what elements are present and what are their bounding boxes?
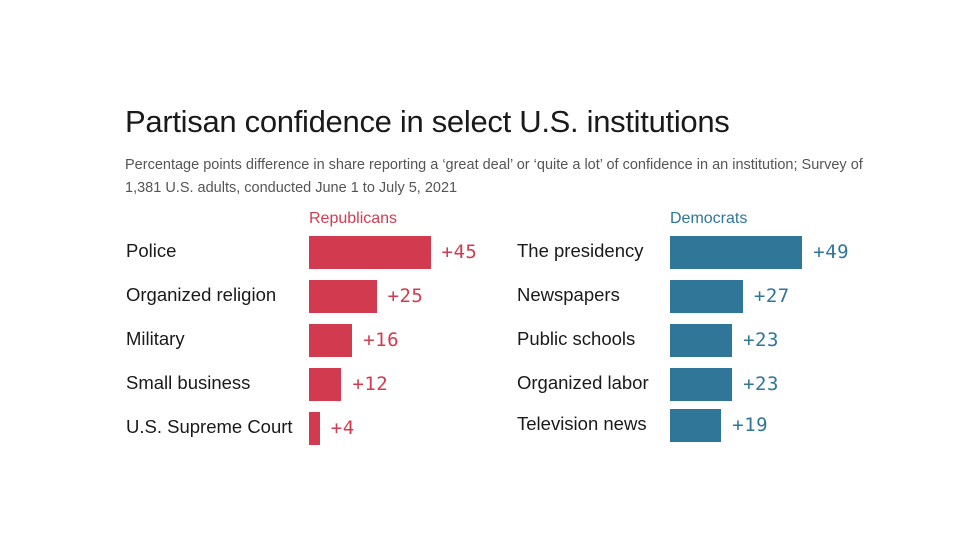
bar-police <box>309 236 431 269</box>
bar-us-supreme-court <box>309 412 320 445</box>
value-label-public-schools: +23 <box>743 329 779 351</box>
bar-newspapers <box>670 280 743 313</box>
category-label-us-supreme-court: U.S. Supreme Court <box>126 416 293 437</box>
category-label-small-business: Small business <box>126 372 251 393</box>
value-label-small-business: +12 <box>352 373 389 395</box>
chart-title: Partisan confidence in select U.S. insti… <box>125 104 730 139</box>
category-label-organized-labor: Organized labor <box>517 372 649 393</box>
bar-organized-religion <box>309 280 377 313</box>
bar-military <box>309 324 353 357</box>
value-label-newspapers: +27 <box>753 285 790 307</box>
value-label-the-presidency: +49 <box>813 241 850 263</box>
category-label-newspapers: Newspapers <box>517 284 620 305</box>
value-label-military: +16 <box>363 329 400 351</box>
category-label-public-schools: Public schools <box>517 328 636 349</box>
bar-the-presidency <box>670 236 803 269</box>
democrats-panel-label: Democrats <box>670 210 748 227</box>
value-label-police: +45 <box>441 241 478 263</box>
value-label-organized-religion: +25 <box>387 285 424 307</box>
category-label-the-presidency: The presidency <box>517 240 644 261</box>
bar-television-news <box>670 409 722 442</box>
bar-small-business <box>309 368 342 401</box>
category-label-military: Military <box>126 328 185 349</box>
value-label-television-news: +19 <box>732 414 769 436</box>
republicans-panel-label: Republicans <box>309 210 398 227</box>
bar-organized-labor <box>670 368 733 401</box>
value-label-us-supreme-court: +4 <box>330 417 355 439</box>
category-label-organized-religion: Organized religion <box>126 284 277 305</box>
category-label-television-news: Television news <box>517 413 647 434</box>
category-label-police: Police <box>126 240 177 261</box>
chart-subtitle: Percentage points difference in share re… <box>125 157 863 196</box>
bar-public-schools <box>670 324 733 357</box>
value-label-organized-labor: +23 <box>743 373 779 395</box>
